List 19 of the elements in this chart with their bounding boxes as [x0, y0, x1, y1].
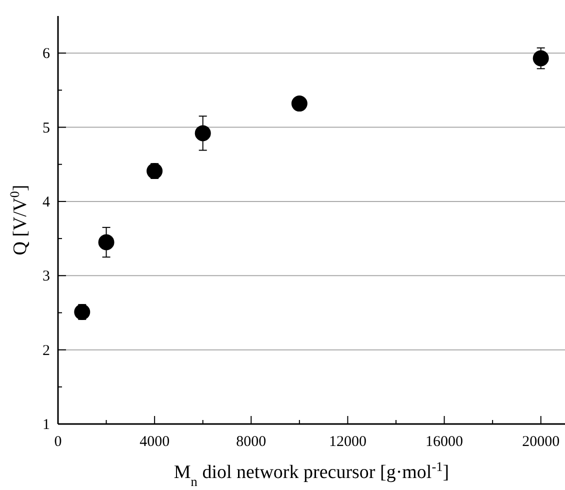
point: [146, 163, 163, 180]
point: [194, 125, 211, 142]
y-tick-label: 4: [42, 194, 50, 210]
x-tick-label: 16000: [426, 434, 464, 450]
y-tick-label: 3: [42, 268, 50, 285]
x-tick-label: 0: [54, 434, 62, 450]
point: [74, 304, 90, 320]
y-tick-label: 5: [42, 120, 50, 136]
x-axis-title: M$_{n}$ diol network precursor [g·mol$^{-1}$]: [174, 458, 450, 488]
x-tick-label: 12000: [328, 434, 366, 450]
y-tick-label: 1: [42, 417, 50, 433]
x-tick-label: 4000: [140, 434, 170, 450]
x-tick-label: 8000: [236, 434, 266, 450]
point: [291, 96, 308, 112]
y-tick-label: 6: [42, 46, 50, 62]
y-tick-label: 2: [42, 342, 50, 359]
point: [98, 234, 114, 250]
point: [532, 50, 549, 66]
x-tick-label: 20000: [522, 434, 560, 450]
